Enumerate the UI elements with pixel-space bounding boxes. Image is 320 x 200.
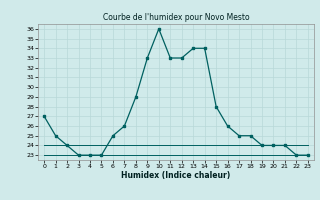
X-axis label: Humidex (Indice chaleur): Humidex (Indice chaleur) [121, 171, 231, 180]
Title: Courbe de l'humidex pour Novo Mesto: Courbe de l'humidex pour Novo Mesto [103, 13, 249, 22]
